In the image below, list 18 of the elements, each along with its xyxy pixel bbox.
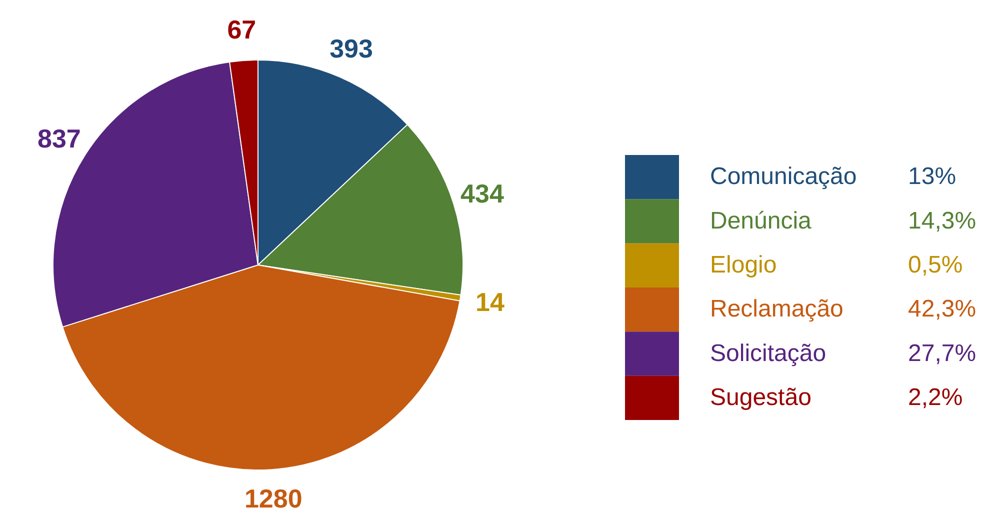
data-label: 393 — [330, 33, 373, 64]
legend-label: Solicitação — [710, 340, 826, 367]
data-label: 67 — [227, 14, 256, 45]
legend-label: Sugestão — [710, 384, 812, 411]
data-label: 14 — [475, 286, 505, 317]
legend-label: Reclamação — [710, 296, 844, 323]
legend-label: Elogio — [710, 251, 777, 278]
text: 27,7% — [908, 340, 976, 367]
text: 2,2% — [908, 384, 963, 411]
data-label: 1280 — [244, 483, 302, 514]
text: 14,3% — [908, 207, 976, 234]
legend-label: Denúncia — [710, 207, 812, 234]
text: 13% — [908, 163, 956, 190]
data-label: 434 — [460, 178, 504, 209]
text: 0,5% — [908, 251, 963, 278]
data-label: 837 — [37, 124, 81, 154]
legend-label: Comunicação — [710, 163, 857, 190]
text: 42,3% — [908, 296, 976, 323]
